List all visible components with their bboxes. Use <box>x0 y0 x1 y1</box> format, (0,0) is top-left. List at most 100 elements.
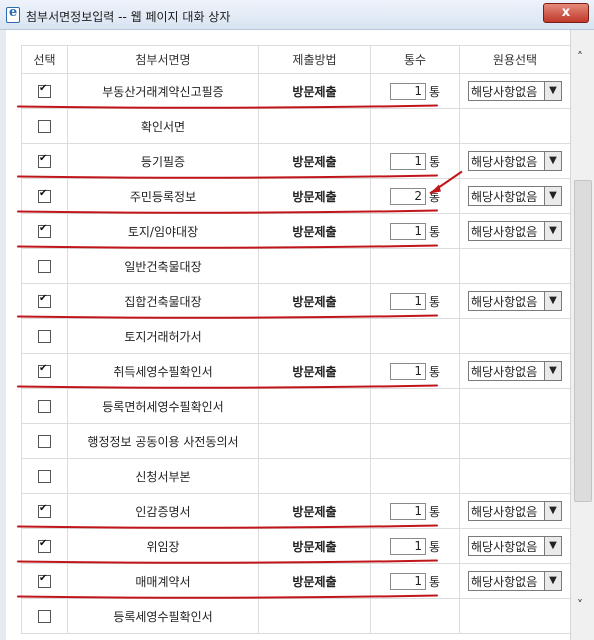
document-name: 등록세영수필확인서 <box>67 598 259 634</box>
submit-method <box>258 423 371 459</box>
count-unit: 통 <box>428 154 441 169</box>
count-cell <box>370 108 460 144</box>
chevron-down-icon[interactable]: ▼ <box>544 187 561 205</box>
table-row: 토지거래허가서 <box>21 318 571 354</box>
count-input[interactable]: 1 <box>389 537 426 555</box>
vertical-scrollbar[interactable]: ˄ ˅ <box>570 30 594 640</box>
chevron-down-icon[interactable]: ▼ <box>544 572 561 590</box>
reuse-select[interactable]: 해당사항없음 ▼ <box>468 221 562 241</box>
select-checkbox[interactable] <box>38 400 51 413</box>
count-input[interactable]: 1 <box>389 572 426 590</box>
select-checkbox[interactable] <box>38 503 51 518</box>
select-checkbox[interactable] <box>38 223 51 238</box>
count-cell <box>370 388 460 424</box>
select-checkbox[interactable] <box>38 363 51 378</box>
chevron-down-icon[interactable]: ˅ <box>577 598 583 612</box>
count-input[interactable]: 1 <box>389 502 426 520</box>
reuse-select-value: 해당사항없음 <box>471 539 538 554</box>
count-unit: 통 <box>428 294 441 309</box>
count-input[interactable]: 1 <box>389 292 426 310</box>
reuse-select[interactable]: 해당사항없음 ▼ <box>468 501 562 521</box>
count-input[interactable]: 1 <box>389 152 426 170</box>
select-checkbox[interactable] <box>38 330 51 343</box>
reuse-select[interactable]: 해당사항없음 ▼ <box>468 186 562 206</box>
select-checkbox[interactable] <box>38 120 51 133</box>
scrollbar-thumb[interactable] <box>574 180 592 502</box>
reuse-select[interactable]: 해당사항없음 ▼ <box>468 291 562 311</box>
select-cell <box>21 73 68 109</box>
reuse-select-cell <box>459 248 571 284</box>
reuse-select[interactable]: 해당사항없음 ▼ <box>468 571 562 591</box>
reuse-select-cell: 해당사항없음 ▼ <box>459 528 571 564</box>
submit-method: 방문제출 <box>258 283 371 319</box>
close-button[interactable]: x <box>543 3 589 23</box>
reuse-select[interactable]: 해당사항없음 ▼ <box>468 361 562 381</box>
document-name: 행정정보 공동이용 사전동의서 <box>67 423 259 459</box>
count-cell <box>370 318 460 354</box>
select-checkbox[interactable] <box>38 293 51 308</box>
select-checkbox[interactable] <box>38 83 51 98</box>
header-count: 통수 <box>370 45 460 74</box>
count-input[interactable]: 1 <box>389 222 426 240</box>
select-cell <box>21 353 68 389</box>
chevron-down-icon[interactable]: ▼ <box>544 292 561 310</box>
reuse-select-cell <box>459 318 571 354</box>
select-checkbox[interactable] <box>38 188 51 203</box>
reuse-select[interactable]: 해당사항없음 ▼ <box>468 151 562 171</box>
reuse-select-cell <box>459 458 571 494</box>
count-input[interactable]: 2 <box>389 187 426 205</box>
reuse-select-cell: 해당사항없음 ▼ <box>459 143 571 179</box>
chevron-down-icon[interactable]: ▼ <box>544 362 561 380</box>
submit-method: 방문제출 <box>258 213 371 249</box>
close-icon: x <box>561 5 571 20</box>
document-name: 매매계약서 <box>67 563 259 599</box>
select-checkbox[interactable] <box>38 435 51 448</box>
select-checkbox[interactable] <box>38 470 51 483</box>
header-document-name: 첨부서면명 <box>67 45 259 74</box>
document-name: 집합건축물대장 <box>67 283 259 319</box>
chevron-down-icon[interactable]: ▼ <box>544 222 561 240</box>
select-checkbox[interactable] <box>38 153 51 168</box>
chevron-down-icon[interactable]: ▼ <box>544 82 561 100</box>
attachments-table: 선택 첨부서면명 제출방법 통수 원용선택 부동산거래계약신고필증방문제출1통해… <box>21 45 571 634</box>
chevron-down-icon[interactable]: ▼ <box>544 152 561 170</box>
document-name: 토지거래허가서 <box>67 318 259 354</box>
reuse-select-cell: 해당사항없음 ▼ <box>459 563 571 599</box>
document-name: 등록면허세영수필확인서 <box>67 388 259 424</box>
select-checkbox[interactable] <box>38 260 51 273</box>
select-checkbox[interactable] <box>38 538 51 553</box>
count-input[interactable]: 1 <box>389 82 426 100</box>
reuse-select-cell: 해당사항없음 ▼ <box>459 73 571 109</box>
reuse-select[interactable]: 해당사항없음 ▼ <box>468 81 562 101</box>
chevron-up-icon[interactable]: ˄ <box>577 50 583 64</box>
chevron-down-icon[interactable]: ▼ <box>544 502 561 520</box>
select-checkbox[interactable] <box>38 610 51 623</box>
count-unit: 통 <box>428 189 441 204</box>
count-unit: 통 <box>428 224 441 239</box>
table-row: 신청서부본 <box>21 458 571 494</box>
count-unit: 통 <box>428 84 441 99</box>
ie-page-icon <box>6 5 20 23</box>
reuse-select[interactable]: 해당사항없음 ▼ <box>468 536 562 556</box>
select-checkbox[interactable] <box>38 573 51 588</box>
document-name: 위임장 <box>67 528 259 564</box>
chevron-down-icon[interactable]: ▼ <box>544 537 561 555</box>
window-title: 첨부서면정보입력 -- 웹 페이지 대화 상자 <box>26 10 231 24</box>
submit-method <box>258 248 371 284</box>
reuse-select-cell: 해당사항없음 ▼ <box>459 283 571 319</box>
title-bar: 첨부서면정보입력 -- 웹 페이지 대화 상자 x <box>0 0 594 30</box>
document-name: 취득세영수필확인서 <box>67 353 259 389</box>
count-input[interactable]: 1 <box>389 362 426 380</box>
select-cell <box>21 318 68 354</box>
